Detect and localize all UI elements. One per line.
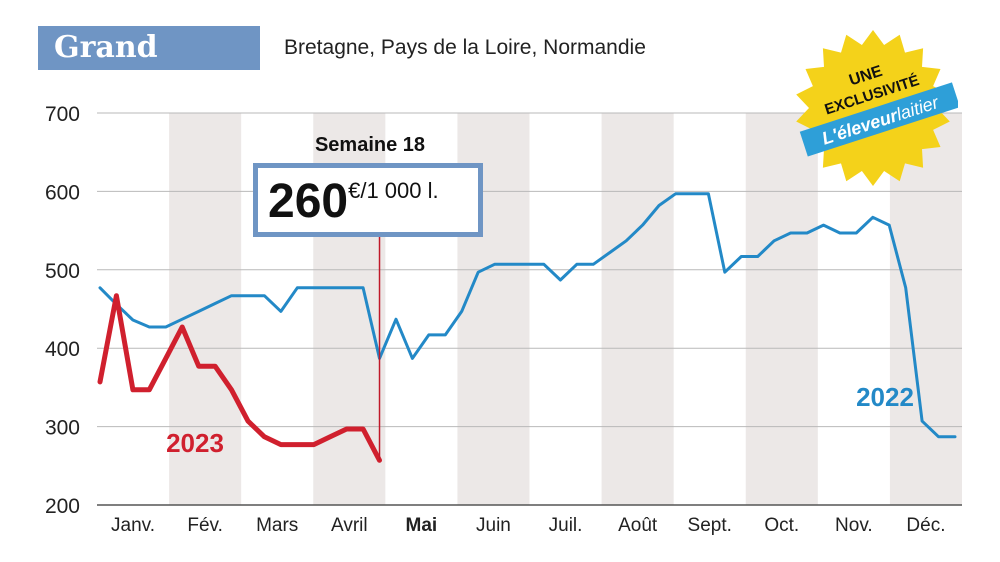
- series-line-2022: [98, 192, 957, 439]
- callout-value: 260: [268, 175, 349, 228]
- x-tick-label: Déc.: [906, 515, 945, 536]
- callout-unit: €/1 000 l.: [348, 178, 439, 203]
- series-line-2023: [97, 293, 382, 463]
- chart-header: Grand Ouest Bretagne, Pays de la Loire, …: [38, 26, 646, 109]
- x-tick-label: Sept.: [688, 515, 732, 536]
- x-tick-label: Oct.: [764, 515, 799, 536]
- x-tick-label: Janv.: [111, 515, 155, 536]
- x-tick-label: Août: [618, 515, 658, 536]
- callout-title: Semaine 18: [315, 134, 425, 156]
- badge-brand-banner: [799, 82, 958, 157]
- y-axis-ticks: 200 300 400 500 600 700: [45, 103, 80, 518]
- y-tick-label: 400: [45, 338, 80, 361]
- x-axis-ticks: Janv. Fév. Mars Avril Mai Juin Juil. Août Sept. O…: [111, 515, 945, 536]
- x-tick-label: Nov.: [835, 515, 873, 536]
- x-tick-label: Fév.: [187, 515, 223, 536]
- month-band: [601, 113, 674, 505]
- x-tick-label: Mars: [256, 515, 298, 536]
- y-tick-label: 500: [45, 260, 80, 283]
- price-callout: 260 €/1 000 l.: [253, 163, 483, 237]
- series-label-2022: 2022: [856, 382, 914, 412]
- series-labels: 2022 2023: [166, 382, 914, 458]
- y-tick-label: 300: [45, 417, 80, 440]
- y-tick-label: 200: [45, 495, 80, 518]
- x-tick-label: Juin: [476, 515, 511, 536]
- x-tick-label: Avril: [331, 515, 368, 536]
- region-subtitle: Bretagne, Pays de la Loire, Normandie: [284, 36, 646, 59]
- x-tick-label: Mai: [406, 515, 438, 536]
- x-tick-label: Juil.: [549, 515, 583, 536]
- exclusivity-badge: UNE EXCLUSIVITÉ L'éleveurlaitier: [796, 30, 958, 186]
- y-gridlines: [97, 112, 962, 506]
- y-tick-label: 700: [45, 103, 80, 126]
- y-tick-label: 600: [45, 181, 80, 204]
- month-band: [745, 113, 818, 505]
- month-band: [889, 113, 962, 505]
- series-label-2023: 2023: [166, 428, 224, 458]
- series-lines: [97, 192, 957, 463]
- region-title: Grand Ouest: [38, 26, 260, 109]
